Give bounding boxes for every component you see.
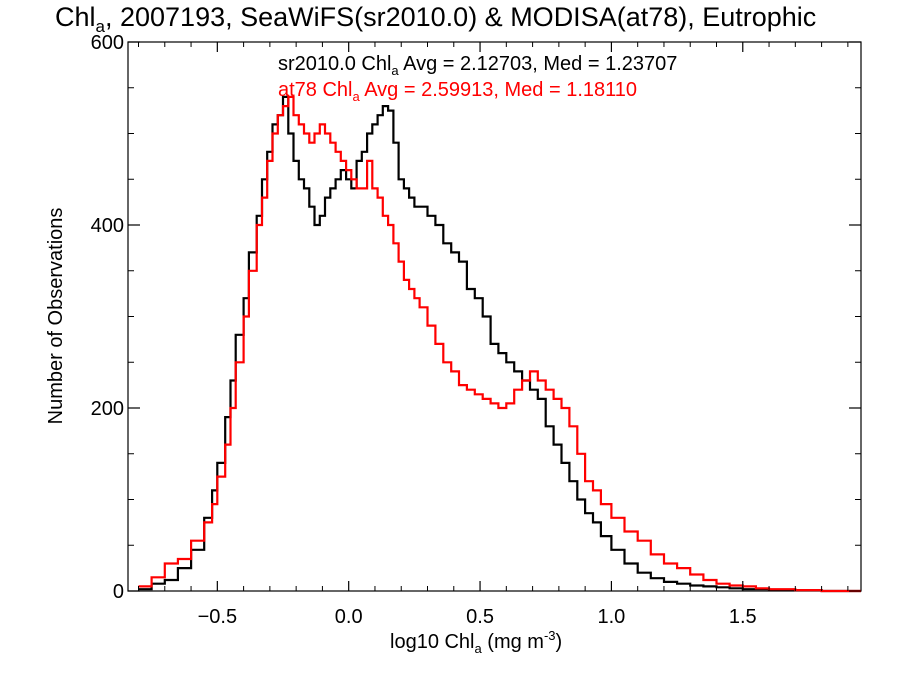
annotation-at78: at78 Chla Avg = 2.59913, Med = 1.18110 (278, 79, 637, 104)
x-axis-label: log10 Chla (mg m-3) (390, 628, 562, 656)
annotation-sr2010: sr2010.0 Chla Avg = 2.12703, Med = 1.237… (278, 53, 677, 78)
axis-layer: −0.5 0.0 0.5 1.0 1.5 0 200 400 600 (91, 32, 861, 628)
y-tick-label: 200 (91, 398, 124, 420)
x-tick-label: 1.0 (598, 606, 626, 628)
x-tick-label: 0.0 (335, 606, 363, 628)
y-tick-label: 400 (91, 215, 124, 237)
x-tick-label: 1.5 (729, 606, 757, 628)
x-tick-label: −0.5 (198, 606, 237, 628)
series-line-0 (138, 95, 861, 593)
y-tick-label: 0 (113, 581, 124, 603)
series-layer (138, 95, 861, 593)
series-line-1 (138, 95, 861, 593)
chart-title: Chla, 2007193, SeaWiFS(sr2010.0) & MODIS… (55, 2, 816, 36)
plot-frame (127, 41, 862, 592)
x-tick-label: 0.5 (466, 606, 494, 628)
y-axis-label: Number of Observations (45, 208, 67, 425)
y-tick-label: 600 (91, 32, 124, 54)
